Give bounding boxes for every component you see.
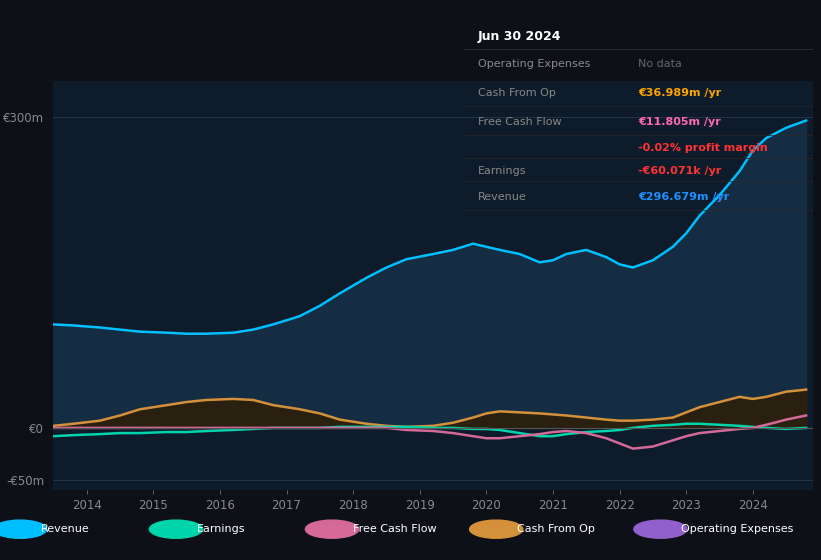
Text: Earnings: Earnings bbox=[478, 166, 526, 175]
Text: Free Cash Flow: Free Cash Flow bbox=[478, 117, 562, 127]
Text: Free Cash Flow: Free Cash Flow bbox=[353, 524, 436, 534]
Circle shape bbox=[149, 520, 203, 538]
Text: No data: No data bbox=[639, 59, 682, 69]
Text: Operating Expenses: Operating Expenses bbox=[681, 524, 793, 534]
Circle shape bbox=[0, 520, 47, 538]
Circle shape bbox=[470, 520, 523, 538]
Text: €11.805m /yr: €11.805m /yr bbox=[639, 117, 721, 127]
Text: €296.679m /yr: €296.679m /yr bbox=[639, 192, 730, 202]
Text: Jun 30 2024: Jun 30 2024 bbox=[478, 30, 562, 43]
Text: -€60.071k /yr: -€60.071k /yr bbox=[639, 166, 722, 175]
Circle shape bbox=[634, 520, 687, 538]
Text: Cash From Op: Cash From Op bbox=[478, 88, 556, 99]
Circle shape bbox=[305, 520, 359, 538]
Text: Revenue: Revenue bbox=[41, 524, 89, 534]
Text: -0.02% profit margin: -0.02% profit margin bbox=[639, 143, 768, 153]
Text: Revenue: Revenue bbox=[478, 192, 526, 202]
Text: Earnings: Earnings bbox=[197, 524, 245, 534]
Text: €36.989m /yr: €36.989m /yr bbox=[639, 88, 722, 99]
Text: Cash From Op: Cash From Op bbox=[517, 524, 594, 534]
Text: Operating Expenses: Operating Expenses bbox=[478, 59, 590, 69]
